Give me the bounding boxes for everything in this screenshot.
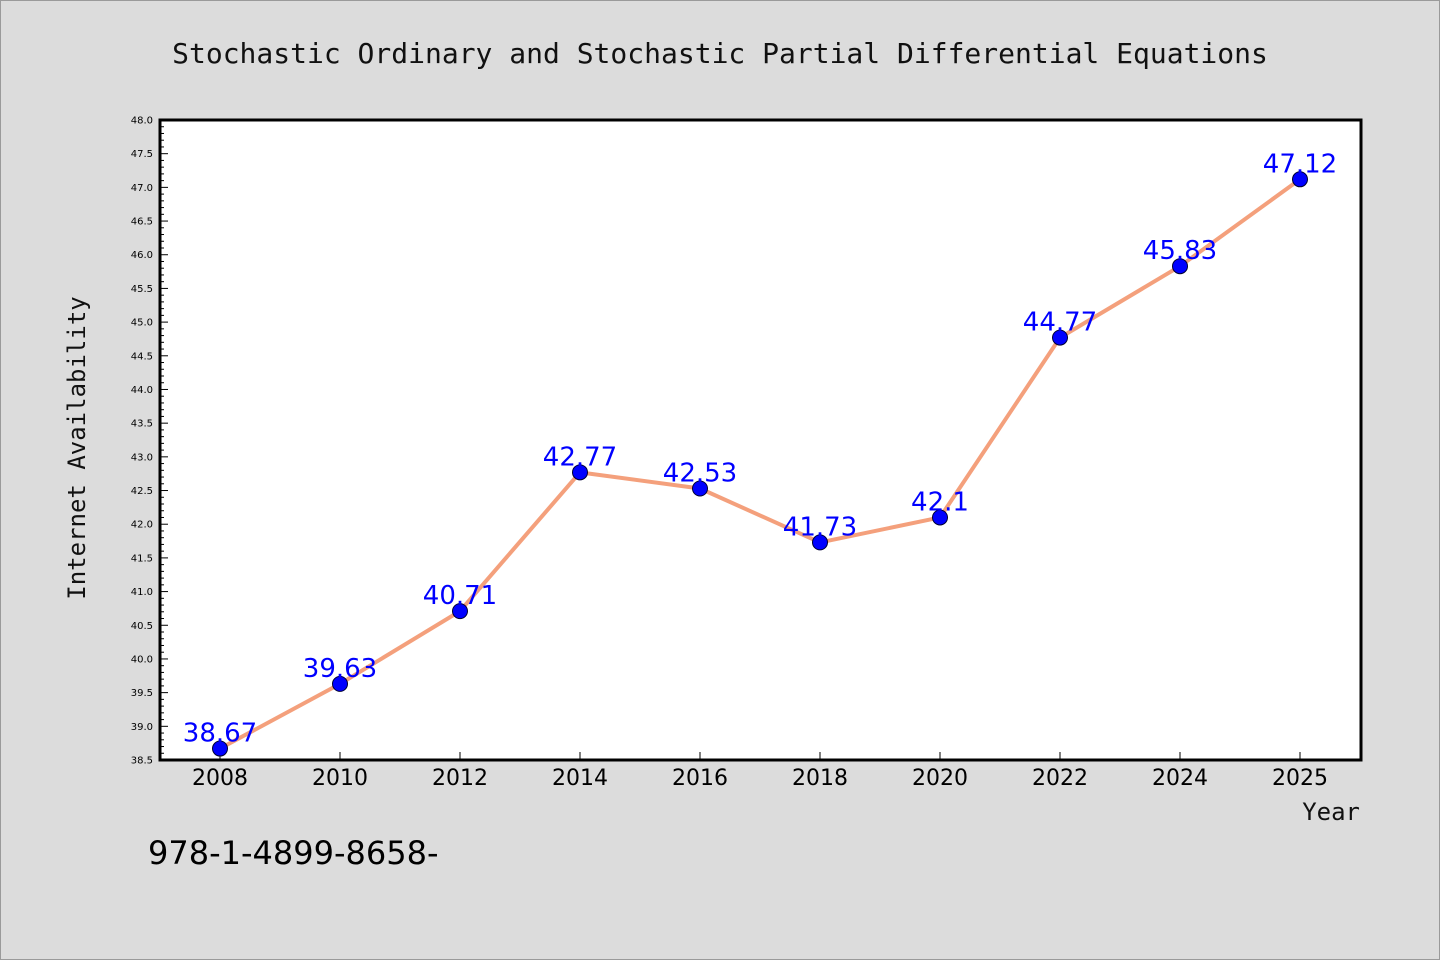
y-tick-label: 45.5 — [131, 284, 153, 295]
x-axis-title: Year — [1302, 798, 1360, 826]
x-tick-label: 2008 — [192, 766, 248, 791]
data-label: 44.77 — [1023, 308, 1097, 338]
data-label: 38.67 — [183, 719, 257, 749]
data-label: 39.63 — [303, 654, 377, 684]
data-point — [1292, 171, 1308, 188]
y-tick-label: 47.0 — [131, 183, 153, 194]
y-tick-label: 46.0 — [131, 250, 153, 261]
x-tick-label: 2014 — [552, 766, 608, 791]
data-point — [1052, 329, 1068, 346]
y-tick-label: 39.5 — [131, 688, 153, 699]
y-tick-label: 41.5 — [131, 553, 153, 564]
x-tick-label: 2025 — [1272, 766, 1328, 791]
series-line-group — [219, 177, 1302, 751]
y-tick-label: 42.5 — [131, 486, 153, 497]
x-tick-label: 2010 — [312, 766, 368, 791]
y-tick-label: 44.0 — [131, 385, 153, 396]
data-label: 42.1 — [911, 487, 969, 517]
x-tick-label: 2012 — [432, 766, 488, 791]
y-tick-label: 43.0 — [131, 452, 153, 463]
data-label: 47.12 — [1263, 149, 1337, 179]
chart-title: Stochastic Ordinary and Stochastic Parti… — [172, 37, 1268, 70]
data-label: 41.73 — [783, 512, 857, 542]
plot-border — [158, 118, 1363, 762]
y-tick-label: 38.5 — [131, 756, 153, 767]
y-tick-label: 45.0 — [131, 318, 153, 329]
data-label: 42.53 — [663, 459, 737, 489]
plot-area — [160, 120, 1361, 760]
data-point — [452, 603, 468, 620]
data-markers — [212, 171, 1308, 757]
y-tick-label: 42.0 — [131, 520, 153, 531]
y-tick-label: 39.0 — [131, 722, 153, 733]
series-line — [219, 177, 1302, 751]
data-point — [692, 480, 708, 497]
x-tick-label: 2022 — [1032, 766, 1088, 791]
y-axis-title: Internet Availability — [63, 296, 91, 599]
x-tick-label: 2024 — [1152, 766, 1208, 791]
x-tick-label: 2020 — [912, 766, 968, 791]
data-label: 40.71 — [423, 581, 497, 611]
y-tick-label: 47.5 — [131, 149, 153, 160]
data-point — [572, 464, 588, 481]
data-point — [212, 740, 228, 757]
isbn-text: 978-1-4899-8658- — [148, 834, 439, 872]
y-tick-label: 40.0 — [131, 654, 153, 665]
data-point — [812, 534, 828, 551]
y-axis-ticks: 38.5 39.0 39.5 40.0 40.5 41.0 41.5 42.0 42.5 43.0… — [131, 116, 168, 767]
y-tick-label: 40.5 — [131, 621, 153, 632]
x-axis-ticks: 2008 2010 2012 2014 2016 2018 2020 2022 2024 2025 — [192, 752, 1328, 791]
data-point — [332, 675, 348, 692]
y-tick-label: 48.0 — [131, 116, 153, 127]
y-tick-label: 43.5 — [131, 419, 153, 430]
data-point — [1172, 258, 1188, 275]
y-tick-label: 44.5 — [131, 351, 153, 362]
x-tick-label: 2018 — [792, 766, 848, 791]
data-label: 45.83 — [1143, 236, 1217, 266]
x-tick-label: 2016 — [672, 766, 728, 791]
data-label: 42.77 — [543, 442, 617, 472]
y-tick-label: 46.5 — [131, 217, 153, 228]
y-tick-label: 41.0 — [131, 587, 153, 598]
data-labels: 38.67 39.63 40.71 42.77 42.53 41.73 42.1 44.77 4… — [183, 149, 1337, 748]
data-point — [932, 509, 948, 526]
